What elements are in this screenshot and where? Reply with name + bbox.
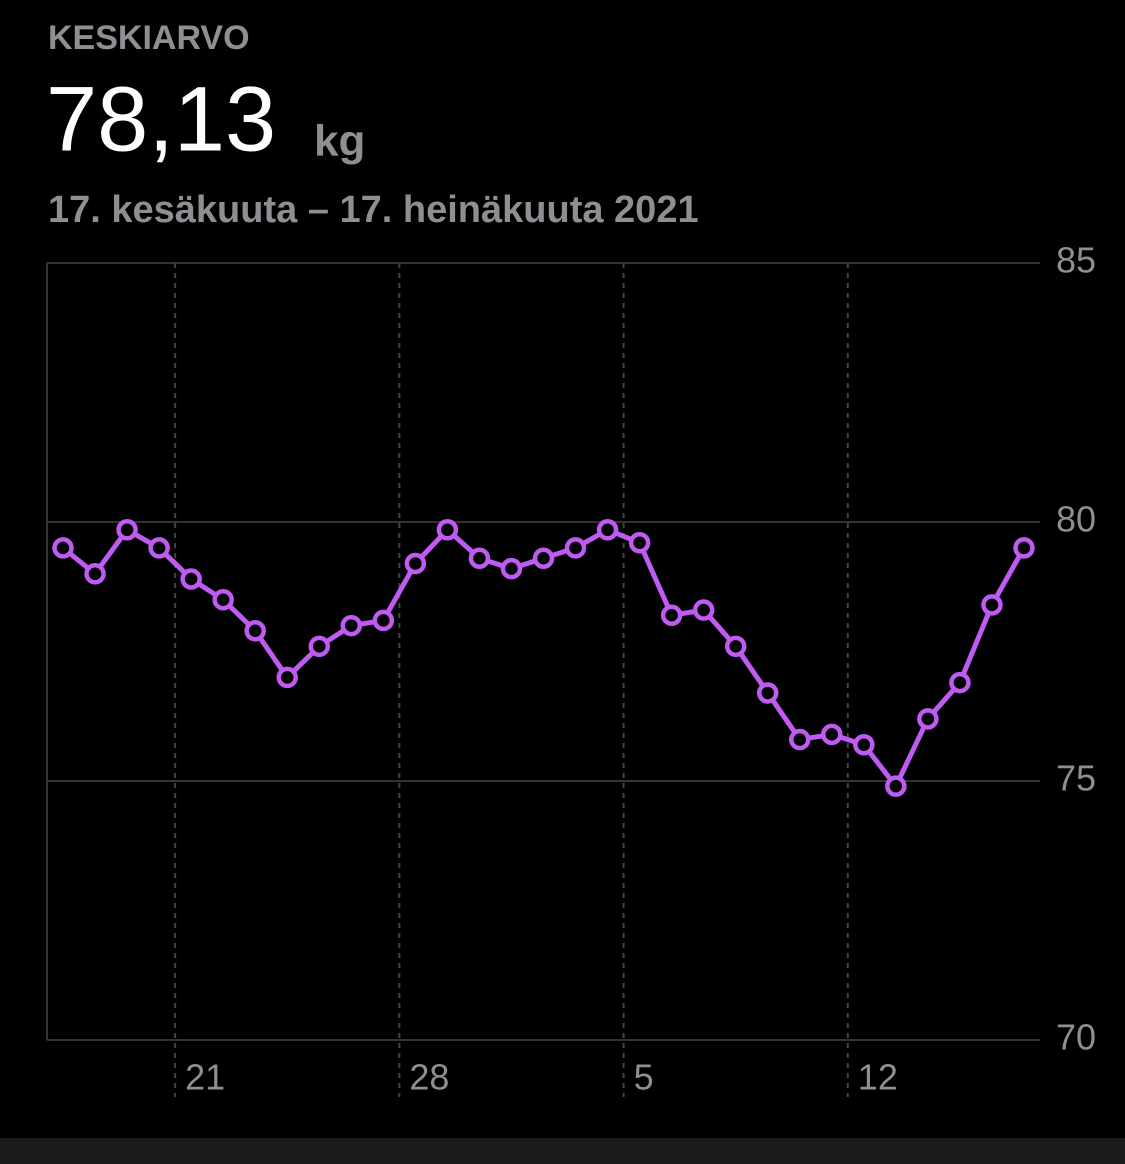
point	[885, 775, 907, 797]
point	[821, 723, 843, 746]
point	[244, 620, 266, 642]
point	[981, 594, 1003, 616]
chart-title: KESKIARVO	[48, 19, 250, 57]
point	[596, 519, 619, 541]
point	[52, 537, 74, 559]
point	[853, 733, 875, 756]
average-value: 78,13	[46, 68, 276, 170]
point	[789, 728, 811, 751]
point	[436, 519, 459, 541]
point	[180, 568, 202, 590]
point	[148, 537, 170, 559]
x-tick-label: 5	[634, 1057, 654, 1098]
y-tick-label: 85	[1056, 240, 1096, 281]
point	[84, 563, 106, 585]
point	[756, 682, 779, 704]
date-range: 17. kesäkuuta – 17. heinäkuuta 2021	[48, 189, 699, 231]
point	[532, 547, 555, 570]
y-tick-label: 80	[1056, 499, 1096, 540]
point	[500, 557, 523, 580]
point	[692, 599, 715, 621]
y-tick-label: 75	[1056, 758, 1096, 799]
x-tick-label: 12	[858, 1057, 898, 1098]
point	[660, 604, 683, 626]
point	[949, 671, 971, 694]
x-tick-label: 21	[185, 1057, 225, 1098]
point	[404, 552, 427, 575]
point	[628, 531, 651, 554]
y-tick-label: 70	[1056, 1017, 1096, 1058]
unit: kg	[314, 117, 365, 166]
point	[116, 519, 138, 541]
point	[212, 588, 234, 611]
point	[340, 614, 363, 637]
point	[917, 708, 939, 730]
point	[564, 537, 587, 559]
bottom-bar	[0, 1138, 1125, 1164]
point	[1013, 537, 1035, 559]
point	[724, 635, 747, 658]
point	[372, 609, 395, 632]
x-tick-label: 28	[409, 1057, 449, 1098]
point	[308, 635, 331, 658]
point	[276, 666, 298, 689]
point	[468, 547, 491, 570]
